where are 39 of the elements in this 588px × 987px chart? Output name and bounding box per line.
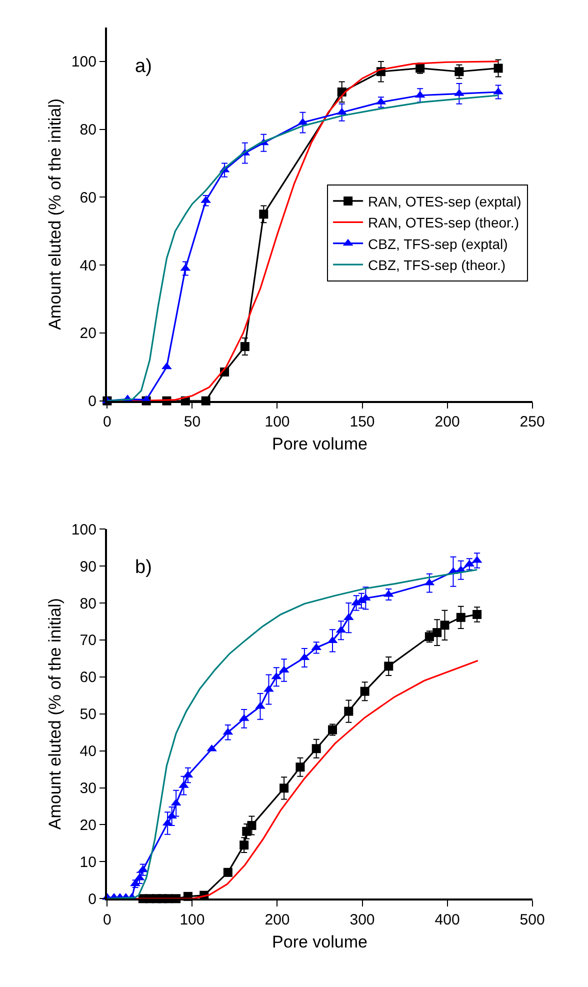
x-tick-label: 100 <box>180 911 205 928</box>
x-tick-label: 150 <box>350 414 375 431</box>
y-axis-title: Amount eluted (% of the initial) <box>45 598 64 830</box>
x-tick-label: 500 <box>520 911 545 928</box>
x-tick-label: 0 <box>103 414 112 431</box>
x-tick-label: 50 <box>184 414 201 431</box>
x-tick-label: 200 <box>434 414 460 431</box>
x-tick-label: 300 <box>350 911 375 928</box>
x-axis-title: Pore volume <box>272 932 368 952</box>
annotation: a) <box>135 56 152 77</box>
y-tick-label: 0 <box>88 890 96 908</box>
y-tick-label: 40 <box>80 743 96 760</box>
legend-label: CBZ, TFS-sep (exptal) <box>368 236 508 252</box>
y-tick-label: 60 <box>80 189 96 206</box>
y-tick-label: 20 <box>80 816 96 834</box>
y-axis-title: Amount eluted (% of the initial) <box>45 98 64 330</box>
y-tick-label: 60 <box>80 669 96 686</box>
y-tick-label: 100 <box>71 54 96 71</box>
x-tick-label: 100 <box>264 414 290 431</box>
y-tick-label: 100 <box>71 521 96 538</box>
legend-label: RAN, OTES-sep (exptal) <box>368 193 522 210</box>
y-tick-label: 90 <box>80 558 96 576</box>
y-tick-label: 40 <box>80 257 96 274</box>
x-tick-label: 200 <box>264 911 290 928</box>
annotation: b) <box>135 557 152 578</box>
y-tick-label: 80 <box>80 122 96 139</box>
y-tick-label: 10 <box>80 854 96 871</box>
legend-label: RAN, OTES-sep (theor.) <box>368 214 519 231</box>
x-axis-title: Pore volume <box>272 434 368 454</box>
y-tick-label: 70 <box>80 632 96 650</box>
legend-label: CBZ, TFS-sep (theor.) <box>368 257 506 274</box>
y-tick-label: 30 <box>80 780 96 798</box>
y-tick-label: 0 <box>88 393 96 410</box>
y-tick-label: 50 <box>80 706 96 724</box>
y-tick-label: 20 <box>80 325 96 342</box>
x-tick-label: 400 <box>434 911 460 928</box>
x-tick-label: 0 <box>103 911 112 928</box>
x-tick-label: 250 <box>520 414 545 431</box>
y-tick-label: 80 <box>80 595 96 612</box>
